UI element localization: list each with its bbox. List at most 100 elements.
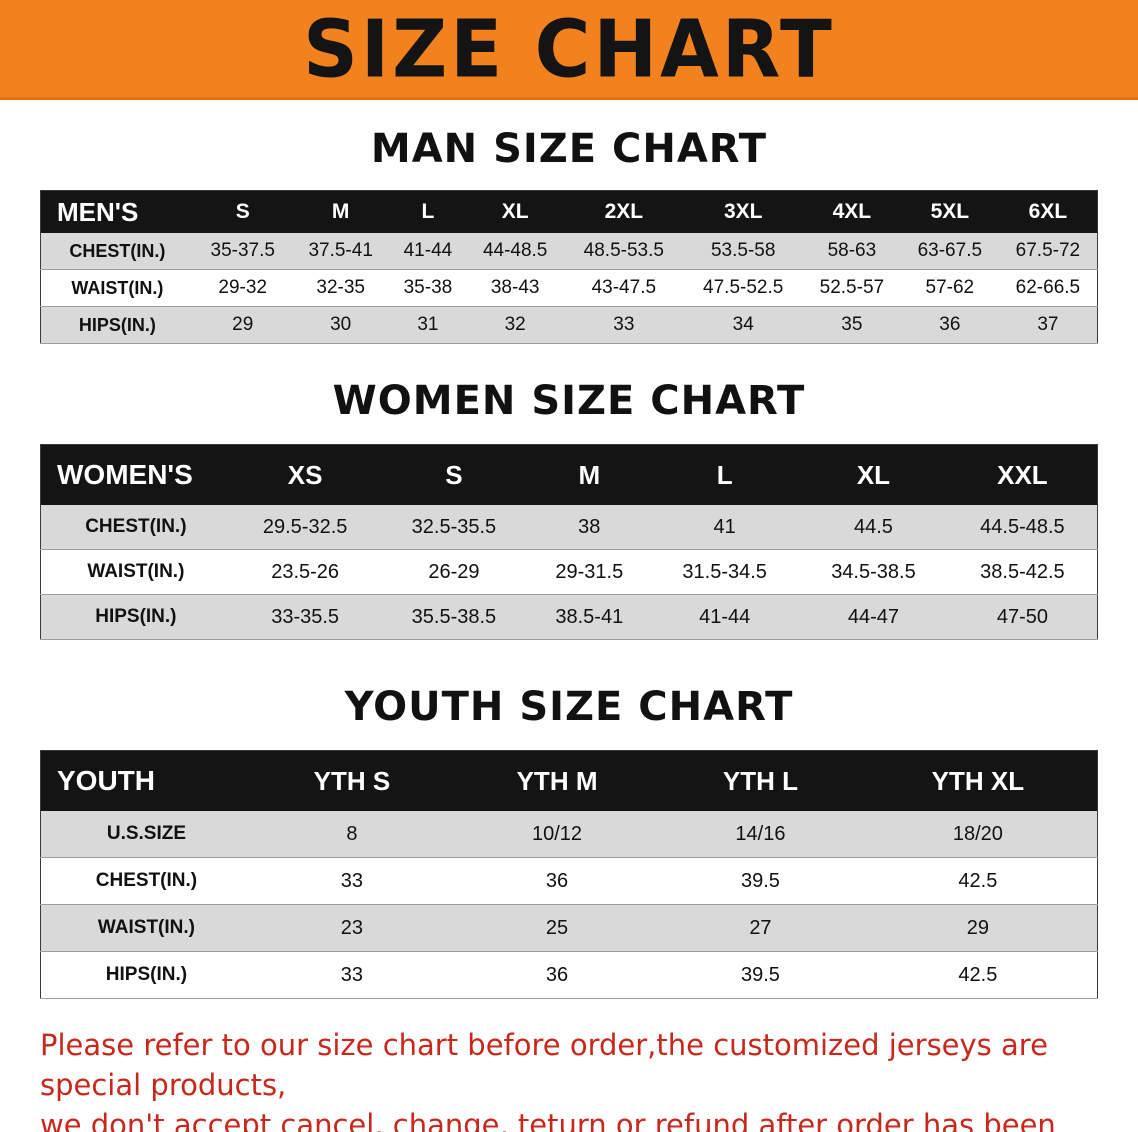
size-value-cell: 37 [1037,314,1059,335]
size-column-header: YTH M [516,765,598,796]
size-value-cell: 8 [346,822,358,845]
size-value-cell: 44-48.5 [482,240,548,261]
row-label-cell: HIPS(IN.) [105,964,188,985]
footer-line-2: we don't accept cancel, change, teturn o… [40,1108,1056,1132]
size-value-cell: 47-50 [996,605,1048,628]
size-value-cell: 42.5 [958,963,998,986]
table-corner-label: WOMEN'S [57,459,193,490]
size-value-cell: 14/16 [735,822,786,845]
size-value-cell: 33 [340,963,364,986]
size-column-header: YTH XL [931,765,1025,796]
size-column-header: L [716,459,733,490]
row-label-cell: HIPS(IN.) [78,314,156,335]
banner: SIZE CHART [0,0,1138,100]
table-header-row: WOMEN'S XS S M L XL XXL [40,444,1098,505]
table-row: HIPS(IN.) 33-35.5 35.5-38.5 38.5-41 41-44 44-… [40,594,1098,640]
size-value-cell: 33 [613,314,635,335]
size-value-cell: 29.5-32.5 [262,515,348,538]
size-value-cell: 44.5 [853,515,893,538]
size-value-cell: 32-35 [316,277,365,298]
size-column-header: L [421,200,435,223]
size-value-cell: 23 [340,916,364,939]
size-value-cell: 34.5-38.5 [831,560,916,583]
size-value-cell: 37.5-41 [308,240,373,261]
size-value-cell: 27 [749,916,772,939]
size-value-cell: 32.5-35.5 [411,515,497,538]
size-column-header: S [235,200,250,223]
size-column-header: XL [856,459,891,490]
size-value-cell: 58-63 [827,240,877,261]
size-value-cell: 10/12 [532,822,583,845]
footer-note: Please refer to our size chart before or… [40,1025,1100,1132]
size-column-header: M [331,200,350,223]
size-value-cell: 36 [545,869,569,892]
size-value-cell: 29-31.5 [555,560,624,583]
row-label-cell: U.S.SIZE [106,823,187,844]
size-value-cell: 26-29 [428,560,480,583]
size-value-cell: 33 [340,869,364,892]
size-column-header: XXL [997,459,1048,490]
size-column-header: M [578,459,601,490]
size-value-cell: 47.5-52.5 [703,277,784,298]
size-column-header: 6XL [1028,200,1068,223]
size-value-cell: 31.5-34.5 [682,560,767,583]
women-section-heading: WOMEN SIZE CHART [332,378,806,424]
size-value-cell: 29 [232,314,254,335]
size-value-cell: 38.5-42.5 [980,560,1065,583]
table-corner-label: MEN'S [57,196,139,227]
size-value-cell: 38.5-41 [555,605,624,628]
size-value-cell: 67.5-72 [1015,240,1081,261]
size-value-cell: 18/20 [952,822,1003,845]
men-size-section: MAN SIZE CHART MEN'S S M L XL 2XL 3XL 4XL 5XL 6XL… [0,100,1138,344]
size-value-cell: 29-32 [218,277,268,298]
size-value-cell: 35.5-38.5 [411,605,497,628]
size-value-cell: 36 [939,314,961,335]
size-value-cell: 35-38 [403,277,453,298]
size-value-cell: 25 [545,916,569,939]
table-row: CHEST(IN.) 29.5-32.5 32.5-35.5 38 41 44.5 44.5… [40,505,1098,550]
size-value-cell: 33-35.5 [271,605,340,628]
table-header-row: YOUTH YTH S YTH M YTH L YTH XL [40,750,1098,811]
size-value-cell: 42.5 [958,869,998,892]
size-value-cell: 41-44 [699,605,751,628]
women-size-table: WOMEN'S XS S M L XL XXL CHEST(IN.) 29.5-32.5 32.5… [40,444,1098,640]
size-value-cell: 52.5-57 [819,277,885,298]
size-value-cell: 29 [966,916,989,939]
row-label-cell: WAIST(IN.) [97,917,195,938]
size-value-cell: 44.5-48.5 [980,515,1065,538]
size-value-cell: 62-66.5 [1015,277,1081,298]
size-value-cell: 36 [545,963,569,986]
size-value-cell: 41-44 [403,240,453,261]
youth-size-table: YOUTH YTH S YTH M YTH L YTH XL U.S.SIZE 8 10/12… [40,750,1098,999]
table-header-row: MEN'S S M L XL 2XL 3XL 4XL 5XL 6XL [40,190,1098,233]
size-column-header: S [445,459,463,490]
size-column-header: 5XL [930,200,970,223]
row-label-cell: CHEST(IN.) [85,516,187,537]
size-table: YOUTH YTH S YTH M YTH L YTH XL U.S.SIZE 8 10/12… [40,750,1098,999]
size-value-cell: 41 [713,515,736,538]
size-value-cell: 57-62 [925,277,975,298]
men-size-table: MEN'S S M L XL 2XL 3XL 4XL 5XL 6XL CHEST(IN.) 35-37… [40,190,1098,344]
size-value-cell: 38-43 [490,277,540,298]
size-column-header: XS [287,459,323,490]
size-column-header: 3XL [723,200,763,223]
size-column-header: YTH L [722,765,798,796]
row-label-cell: HIPS(IN.) [95,606,177,627]
men-section-heading: MAN SIZE CHART [370,126,768,172]
table-row: CHEST(IN.) 33 36 39.5 42.5 [40,857,1098,905]
size-value-cell: 53.5-58 [710,240,776,261]
row-label-cell: CHEST(IN.) [69,240,166,261]
size-value-cell: 63-67.5 [917,240,983,261]
size-table: WOMEN'S XS S M L XL XXL CHEST(IN.) 29.5-32.5 32.5… [40,444,1098,640]
footer-line-1: Please refer to our size chart before or… [40,1028,1048,1103]
size-value-cell: 32 [504,314,526,335]
size-column-header: 2XL [604,200,644,223]
youth-size-section: YOUTH SIZE CHART YOUTH YTH S YTH M YTH L YTH… [0,640,1138,999]
size-value-cell: 38 [578,515,601,538]
women-size-section: WOMEN SIZE CHART WOMEN'S XS S M L XL XXL CHEST(… [0,344,1138,640]
size-value-cell: 31 [417,314,439,335]
table-row: U.S.SIZE 8 10/12 14/16 18/20 [40,811,1098,858]
size-column-header: YTH S [313,765,391,796]
size-value-cell: 48.5-53.5 [583,240,664,261]
